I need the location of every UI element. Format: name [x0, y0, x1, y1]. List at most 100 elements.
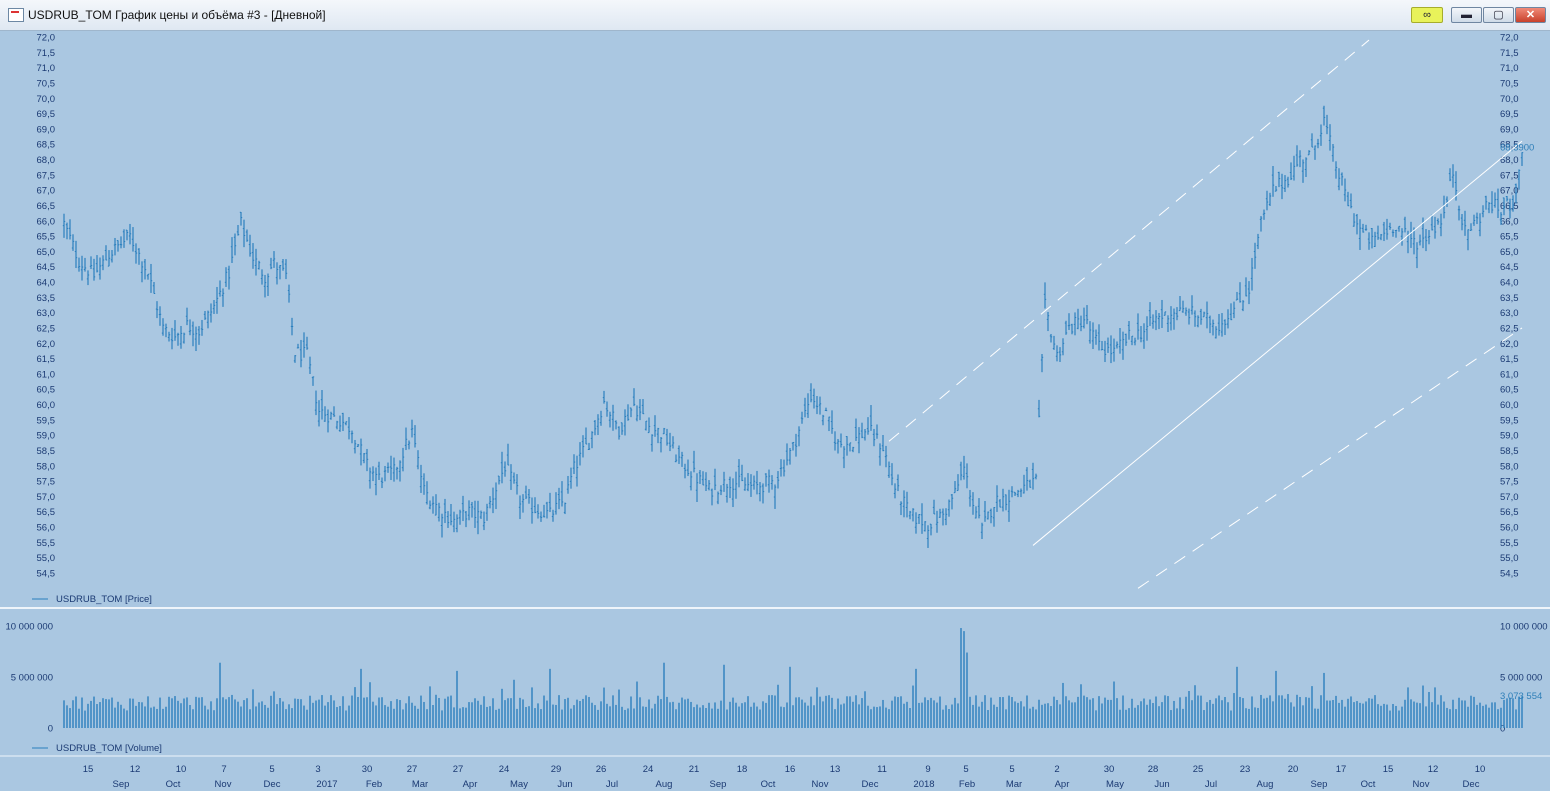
window-icon	[8, 8, 24, 22]
time-tick-month: Aug	[656, 779, 673, 790]
time-tick-day: 24	[499, 764, 510, 775]
time-tick-month: Feb	[959, 779, 975, 790]
time-tick-day: 5	[963, 764, 968, 775]
time-tick-day: 10	[1475, 764, 1486, 775]
volume-legend[interactable]: USDRUB_TOM [Volume]	[56, 743, 162, 754]
time-tick-month: Dec	[862, 779, 879, 790]
time-tick-day: 18	[737, 764, 748, 775]
time-tick-day: 12	[1428, 764, 1439, 775]
trend-channel[interactable]	[888, 39, 1523, 589]
volume-tick-right: 5 000 000	[1500, 673, 1542, 684]
volume-current-label: 3 073 554	[1500, 691, 1542, 702]
price-tick-right: 66,0	[1500, 216, 1519, 227]
time-tick-day: 28	[1148, 764, 1159, 775]
time-tick-month: Oct	[1361, 779, 1376, 790]
price-tick-right: 72,0	[1500, 33, 1519, 44]
price-tick-right: 66,5	[1500, 201, 1519, 212]
price-tick-left: 57,0	[37, 492, 56, 503]
time-tick-month: Jun	[1154, 779, 1169, 790]
price-tick-left: 66,5	[37, 201, 56, 212]
time-tick-day: 27	[407, 764, 418, 775]
price-axis-right: 72,0 71,5 71,0 70,5 70,0 69,5 69,0 68,5 68,0 67,5…	[1500, 33, 1519, 580]
price-tick-left: 71,0	[37, 63, 56, 74]
price-tick-left: 61,0	[37, 369, 56, 380]
price-tick-left: 59,0	[37, 431, 56, 442]
link-button[interactable]: ∞	[1411, 7, 1443, 23]
price-legend[interactable]: USDRUB_TOM [Price]	[56, 594, 152, 605]
price-tick-right: 67,5	[1500, 170, 1519, 181]
time-tick-month: Apr	[1055, 779, 1070, 790]
time-tick-day: 7	[221, 764, 226, 775]
close-icon: ✕	[1525, 9, 1536, 21]
time-tick-day: 11	[877, 764, 887, 775]
price-tick-right: 63,5	[1500, 293, 1519, 304]
close-button[interactable]: ✕	[1515, 7, 1546, 23]
window-title: USDRUB_TOM График цены и объёма #3 - [Дн…	[28, 8, 326, 22]
price-tick-right: 69,5	[1500, 109, 1519, 120]
price-tick-right: 58,0	[1500, 461, 1519, 472]
price-current-label: 68,3900	[1500, 143, 1534, 154]
time-tick-day: 15	[83, 764, 94, 775]
channel-line-dashed	[888, 39, 1370, 442]
price-tick-left: 58,0	[37, 461, 56, 472]
price-panel[interactable]: 72,0 71,5 71,0 70,5 70,0 69,5 69,0 68,5 68,0 67,5…	[32, 33, 1534, 606]
title-bar[interactable]: USDRUB_TOM График цены и объёма #3 - [Дн…	[0, 0, 1550, 31]
price-tick-right: 64,5	[1500, 262, 1519, 273]
volume-axis-left: 10 000 000 5 000 000 0	[5, 622, 53, 735]
time-tick-month: Nov	[1413, 779, 1430, 790]
price-tick-right: 69,0	[1500, 124, 1519, 135]
price-tick-left: 70,5	[37, 78, 56, 89]
price-tick-left: 66,0	[37, 216, 56, 227]
price-tick-left: 59,5	[37, 415, 56, 426]
time-tick-day: 17	[1336, 764, 1347, 775]
price-tick-left: 55,5	[37, 538, 56, 549]
price-tick-right: 57,0	[1500, 492, 1519, 503]
time-tick-month: Oct	[761, 779, 776, 790]
volume-tick-left: 0	[48, 724, 53, 735]
volume-tick-left: 5 000 000	[11, 673, 53, 684]
price-tick-left: 62,5	[37, 323, 56, 334]
price-tick-right: 57,5	[1500, 477, 1519, 488]
time-tick-day: 5	[269, 764, 274, 775]
price-tick-right: 61,5	[1500, 354, 1519, 365]
price-tick-left: 71,5	[37, 48, 56, 59]
time-tick-day: 2	[1054, 764, 1059, 775]
time-tick-month: 2017	[316, 779, 337, 790]
time-tick-day: 10	[176, 764, 187, 775]
price-tick-right: 71,5	[1500, 48, 1519, 59]
price-tick-right: 68,5	[1500, 140, 1519, 151]
price-tick-left: 69,5	[37, 109, 56, 120]
price-tick-right: 55,0	[1500, 553, 1519, 564]
price-tick-left: 65,0	[37, 247, 56, 258]
time-tick-day: 20	[1288, 764, 1299, 775]
minimize-icon: ▬	[1461, 9, 1472, 21]
maximize-button[interactable]: ▢	[1483, 7, 1514, 23]
minimize-button[interactable]: ▬	[1451, 7, 1482, 23]
time-tick-day: 23	[1240, 764, 1251, 775]
time-tick-day: 9	[925, 764, 930, 775]
time-tick-day: 26	[596, 764, 607, 775]
time-tick-month: Sep	[1311, 779, 1328, 790]
price-volume-chart[interactable]: 72,0 71,5 71,0 70,5 70,0 69,5 69,0 68,5 68,0 67,5…	[0, 30, 1550, 791]
time-tick-day: 16	[785, 764, 796, 775]
time-tick-month: Mar	[1006, 779, 1022, 790]
time-tick-day: 24	[643, 764, 654, 775]
time-tick-month: Apr	[463, 779, 478, 790]
price-tick-left: 70,0	[37, 94, 56, 105]
time-tick-month: May	[510, 779, 528, 790]
time-tick-month: Feb	[366, 779, 382, 790]
price-tick-left: 72,0	[37, 33, 56, 44]
volume-panel[interactable]: 10 000 000 5 000 000 0 10 000 000 5 000 000…	[5, 622, 1547, 755]
volume-bars	[63, 628, 1523, 728]
price-tick-right: 64,0	[1500, 278, 1519, 289]
price-tick-left: 55,0	[37, 553, 56, 564]
price-tick-left: 64,0	[37, 278, 56, 289]
price-tick-left: 56,0	[37, 523, 56, 534]
price-tick-left: 68,0	[37, 155, 56, 166]
price-tick-right: 59,5	[1500, 415, 1519, 426]
volume-axis-right: 10 000 000 5 000 000 0	[1500, 622, 1548, 735]
time-tick-month: Mar	[412, 779, 428, 790]
price-tick-left: 67,5	[37, 170, 56, 181]
price-tick-right: 70,5	[1500, 78, 1519, 89]
